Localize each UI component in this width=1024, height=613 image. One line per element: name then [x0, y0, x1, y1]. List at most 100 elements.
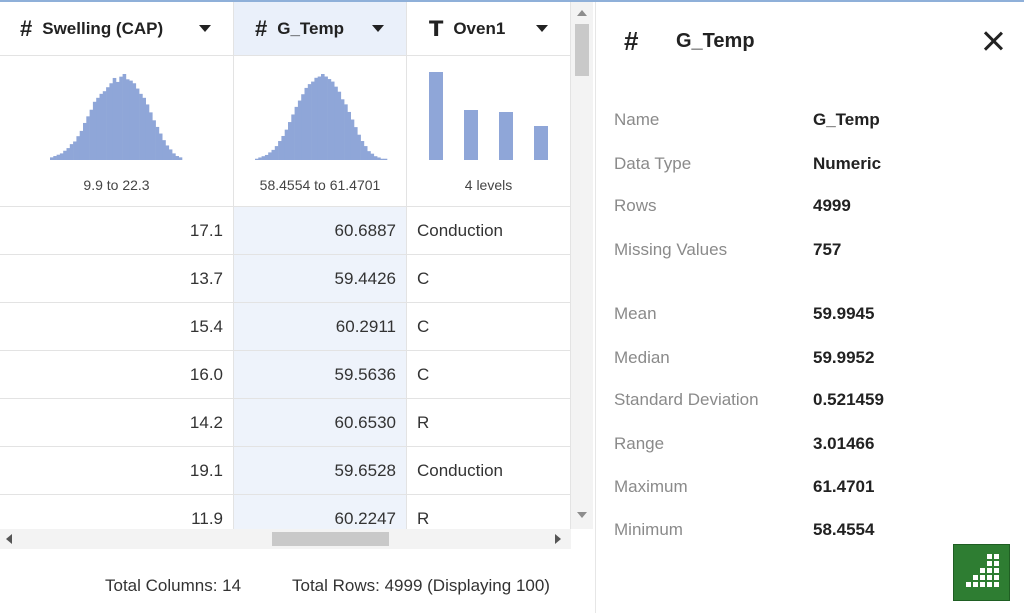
cell-g-temp[interactable]: 59.6528 — [234, 447, 407, 495]
cell-swelling[interactable]: 15.4 — [0, 303, 234, 351]
cell-oven1[interactable]: C — [407, 255, 571, 303]
cell-swelling[interactable]: 14.2 — [0, 399, 234, 447]
histogram-bar — [119, 76, 123, 160]
cell-g-temp[interactable]: 60.6530 — [234, 399, 407, 447]
cell-oven1[interactable]: Conduction — [407, 207, 571, 255]
stat-value: G_Temp — [813, 110, 880, 129]
histogram-bar — [53, 156, 57, 160]
table-row[interactable]: 15.4 60.2911 C — [0, 303, 571, 351]
close-icon[interactable] — [980, 28, 1006, 54]
total-columns: Total Columns: 14 — [105, 576, 242, 595]
cell-oven1[interactable]: C — [407, 303, 571, 351]
cell-oven1[interactable]: C — [407, 351, 571, 399]
histogram-bar — [83, 122, 87, 160]
histogram-bar — [370, 153, 375, 160]
histogram-bar — [142, 97, 146, 160]
vertical-scrollbar[interactable] — [571, 2, 593, 529]
stat-value: 0.521459 — [813, 390, 884, 409]
numeric-type-icon: # — [20, 15, 33, 41]
table-row[interactable]: 16.0 59.5636 C — [0, 351, 571, 399]
stat-value: 3.01466 — [813, 434, 875, 453]
cell-oven1[interactable]: R — [407, 495, 571, 529]
histogram-bar — [135, 88, 140, 160]
table-row[interactable]: 17.1 60.6887 Conduction — [0, 207, 571, 255]
histogram-bar — [129, 80, 133, 160]
histogram-bar — [301, 94, 305, 160]
scroll-thumb[interactable] — [272, 532, 389, 546]
histogram-bar — [149, 112, 153, 160]
cell-swelling[interactable]: 11.9 — [0, 495, 234, 529]
histogram-bar — [76, 136, 80, 160]
histogram-bar — [168, 149, 173, 160]
cell-g-temp[interactable]: 59.4426 — [234, 255, 407, 303]
histogram-bar — [255, 158, 259, 160]
histogram-bar — [152, 120, 156, 160]
column-header-g-temp[interactable]: # G_Temp — [234, 2, 407, 56]
scroll-left-icon[interactable] — [6, 534, 12, 544]
histogram-bar — [284, 129, 289, 160]
cell-swelling[interactable]: 13.7 — [0, 255, 234, 303]
histogram-bar — [162, 140, 166, 160]
summary-swelling[interactable]: 9.9 to 22.3 — [0, 56, 234, 207]
histogram-bar — [145, 104, 150, 160]
histogram-bar — [324, 76, 328, 160]
histogram-bar — [377, 157, 381, 160]
histogram-bar — [291, 114, 295, 160]
cell-swelling[interactable]: 17.1 — [0, 207, 234, 255]
cell-swelling[interactable]: 16.0 — [0, 351, 234, 399]
histogram-bar — [383, 158, 388, 160]
horizontal-scrollbar[interactable] — [0, 529, 571, 549]
range-label: 58.4554 to 61.4701 — [259, 177, 381, 193]
cell-swelling[interactable]: 19.1 — [0, 447, 234, 495]
table-row[interactable]: 19.1 59.6528 Conduction — [0, 447, 571, 495]
table-row[interactable]: 14.2 60.6530 R — [0, 399, 571, 447]
table-row[interactable]: 11.9 60.2247 R — [0, 495, 571, 529]
column-name: Oven1 — [453, 18, 506, 38]
stat-label: Standard Deviation — [614, 390, 759, 409]
table-row[interactable]: 13.7 59.4426 C — [0, 255, 571, 303]
scroll-thumb[interactable] — [575, 24, 589, 76]
histogram-bar — [264, 154, 269, 160]
cell-g-temp[interactable]: 59.5636 — [234, 351, 407, 399]
cell-g-temp[interactable]: 60.6887 — [234, 207, 407, 255]
summary-oven1[interactable]: 4 levels — [407, 56, 571, 207]
stat-label: Name — [614, 110, 660, 129]
histogram-bar — [268, 152, 272, 160]
histogram-bar — [172, 153, 176, 160]
histogram-bar — [139, 93, 143, 160]
histogram-bar — [304, 87, 309, 160]
level-bar — [534, 126, 548, 160]
stat-value: 59.9945 — [813, 304, 875, 323]
column-header-oven1[interactable]: T Oven1 — [407, 2, 571, 56]
cell-g-temp[interactable]: 60.2247 — [234, 495, 407, 529]
total-rows: Total Rows: 4999 (Displaying 100) — [292, 576, 550, 595]
chevron-down-icon[interactable] — [536, 25, 548, 32]
chevron-down-icon[interactable] — [372, 25, 384, 32]
histogram-bar — [288, 122, 292, 160]
histogram-bar — [102, 91, 107, 160]
column-header-swelling[interactable]: # Swelling (CAP) — [0, 2, 234, 56]
histogram-bar — [307, 84, 312, 160]
scroll-up-icon[interactable] — [577, 10, 587, 16]
brand-logo — [953, 544, 1010, 601]
scroll-right-icon[interactable] — [555, 534, 561, 544]
histogram-bar — [330, 81, 335, 160]
scroll-down-icon[interactable] — [577, 512, 587, 518]
chevron-down-icon[interactable] — [199, 25, 211, 32]
histogram-bar — [278, 141, 282, 160]
summary-g-temp[interactable]: 58.4554 to 61.4701 — [234, 56, 407, 207]
histogram-bar — [178, 157, 183, 160]
level-bar — [429, 72, 443, 160]
stat-label: Mean — [614, 304, 657, 323]
cell-oven1[interactable]: Conduction — [407, 447, 571, 495]
stat-value: 4999 — [813, 196, 851, 215]
histogram-bar — [281, 135, 285, 160]
panel-divider — [595, 2, 596, 613]
histogram-bar — [56, 154, 61, 160]
histogram-bar — [175, 156, 179, 160]
cell-g-temp[interactable]: 60.2911 — [234, 303, 407, 351]
column-summary-row: 9.9 to 22.3 58.4554 to 61.4701 4 levels — [0, 56, 571, 207]
cell-oven1[interactable]: R — [407, 399, 571, 447]
panel-title: G_Temp — [676, 30, 755, 52]
stat-label: Median — [614, 348, 670, 367]
